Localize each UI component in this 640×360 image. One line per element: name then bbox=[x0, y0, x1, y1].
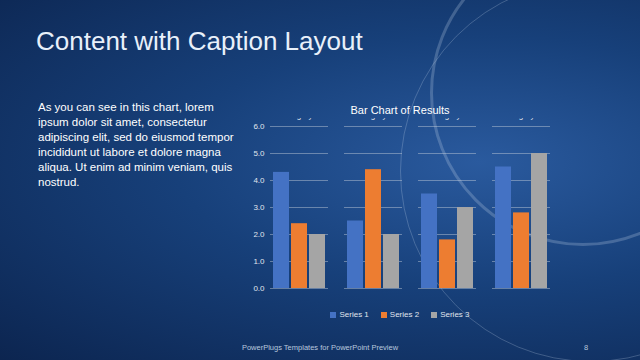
svg-text:0.0: 0.0 bbox=[253, 284, 265, 293]
html-text:8: 8 bbox=[584, 343, 589, 352]
html-text:Bar Chart of Results: Bar Chart of Results bbox=[350, 104, 450, 116]
svg-text:5.0: 5.0 bbox=[253, 149, 265, 158]
html-text:Series 3: Series 3 bbox=[440, 310, 470, 319]
svg-text:1.0: 1.0 bbox=[253, 257, 265, 266]
html-text:Series 2: Series 2 bbox=[389, 310, 420, 319]
html-text:Series 1: Series 1 bbox=[339, 310, 369, 319]
html-text:Content with Caption Layout: Content with Caption Layout bbox=[36, 26, 363, 56]
html-text:PowerPlugs Templates for Power: PowerPlugs Templates for PowerPoint Prev… bbox=[241, 343, 399, 352]
svg-text:Category 1: Category 1 bbox=[280, 118, 320, 120]
svg-text:2.0: 2.0 bbox=[253, 230, 265, 239]
svg-text:Category 3: Category 3 bbox=[428, 118, 468, 120]
html-text:As you can see in this chart,: As you can see in this chart, lorem ipsu… bbox=[38, 101, 234, 188]
svg-text:Category 4: Category 4 bbox=[502, 118, 542, 120]
svg-text:4.0: 4.0 bbox=[253, 176, 265, 185]
svg-text:3.0: 3.0 bbox=[253, 203, 265, 212]
svg-text:Category 2: Category 2 bbox=[354, 118, 394, 120]
svg-text:6.0: 6.0 bbox=[253, 122, 265, 131]
